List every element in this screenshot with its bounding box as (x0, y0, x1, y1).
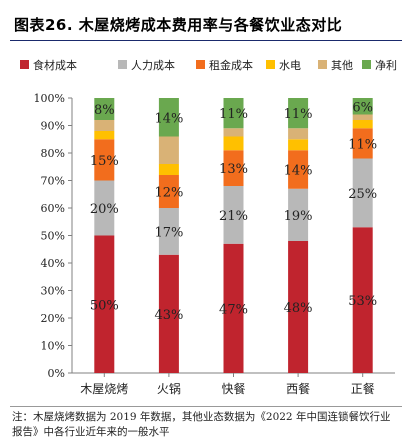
bar-segment-2-4 (223, 128, 244, 137)
data-label: 14% (154, 111, 183, 126)
bar-segment-3-0 (288, 241, 309, 373)
bar-segment-0-4 (94, 120, 115, 131)
x-tick-label: 快餐 (221, 381, 245, 396)
bar-segment-0-3 (94, 131, 115, 140)
legend-label: 租金成本 (209, 58, 253, 72)
title-divider (10, 40, 402, 41)
x-tick-label: 木屋烧烤 (80, 381, 128, 396)
data-label: 48% (284, 301, 313, 316)
bar-segment-2-1 (223, 186, 244, 244)
data-label: 17% (154, 225, 183, 240)
y-tick-label: 10% (41, 340, 65, 353)
y-tick-label: 70% (41, 175, 65, 188)
data-label: 6% (352, 100, 373, 115)
data-label: 20% (90, 202, 119, 217)
bar-segment-1-0 (158, 254, 179, 373)
legend-label: 净利 (375, 58, 397, 72)
bar-segment-2-5 (223, 98, 244, 129)
bar-segment-1-4 (158, 136, 179, 164)
bar-segment-0-2 (94, 139, 115, 181)
legend-swatch (318, 60, 327, 69)
chart-title: 图表26. 木屋烧烤成本费用率与各餐饮业态对比 (14, 16, 343, 34)
data-label: 12% (154, 186, 183, 201)
bar-segment-1-1 (158, 208, 179, 255)
data-label: 43% (154, 308, 183, 323)
data-label: 8% (94, 103, 115, 118)
bar-segment-4-2 (352, 128, 373, 159)
legend-swatch (266, 60, 275, 69)
bar-segment-1-3 (158, 164, 179, 175)
bar-segment-3-3 (288, 139, 309, 151)
bar-segment-0-0 (94, 235, 115, 373)
data-label: 14% (284, 164, 313, 179)
legend-swatch (362, 60, 371, 69)
y-tick-label: 90% (41, 120, 65, 133)
bar-segment-3-1 (288, 188, 309, 241)
bar-segment-4-3 (352, 120, 373, 129)
x-tick-label: 西餐 (286, 381, 310, 396)
bar-segment-0-5 (94, 98, 115, 120)
bar-segment-3-4 (288, 128, 309, 140)
y-tick-label: 100% (34, 92, 65, 105)
bar-segment-4-0 (352, 227, 373, 373)
data-label: 11% (219, 107, 248, 122)
y-tick-label: 50% (41, 230, 65, 243)
bar-segment-0-1 (94, 180, 115, 236)
data-label: 21% (219, 209, 248, 224)
data-label: 19% (284, 209, 313, 224)
legend-swatch (196, 60, 205, 69)
bar-segment-1-5 (158, 98, 179, 137)
legend-label: 人力成本 (131, 58, 175, 72)
x-tick-label: 正餐 (351, 381, 375, 396)
bar-segment-4-5 (352, 98, 373, 115)
bar-segment-3-2 (288, 150, 309, 189)
legend-swatch (118, 60, 127, 69)
x-tick-label: 火锅 (157, 381, 181, 396)
bar-segment-4-1 (352, 158, 373, 228)
bar-segment-2-2 (223, 150, 244, 186)
bar-segment-2-3 (223, 136, 244, 151)
data-label: 47% (219, 302, 248, 317)
legend-swatch (20, 60, 29, 69)
y-tick-label: 0% (48, 367, 65, 380)
y-tick-label: 60% (41, 202, 65, 215)
legend-label: 食材成本 (33, 58, 77, 72)
y-tick-label: 40% (41, 257, 65, 270)
bar-segment-2-0 (223, 243, 244, 373)
y-tick-label: 20% (41, 312, 65, 325)
data-label: 50% (90, 298, 119, 313)
data-label: 15% (90, 154, 119, 169)
y-tick-label: 80% (41, 147, 65, 160)
stacked-bar-chart: 0% 10% 20% 30% 40% 50% 60% 70% 80% 90% 100% 50% 20% 1… (20, 58, 397, 396)
bar-segment-4-4 (352, 114, 373, 120)
y-tick-label: 30% (41, 285, 65, 298)
footnote: 注：木屋烧烤数据为 2019 年数据，其他业态数据为《2022 年中国连锁餐饮行… (12, 411, 391, 438)
data-label: 13% (219, 162, 248, 177)
legend-label: 水电 (279, 59, 301, 72)
bar-segment-3-5 (288, 98, 309, 129)
bar-segment-1-2 (158, 175, 179, 208)
data-label: 11% (284, 107, 313, 122)
data-label: 11% (348, 137, 377, 152)
data-label: 25% (348, 187, 377, 202)
note-divider (10, 406, 402, 407)
data-label: 53% (348, 294, 377, 309)
legend-label: 其他 (331, 59, 353, 72)
